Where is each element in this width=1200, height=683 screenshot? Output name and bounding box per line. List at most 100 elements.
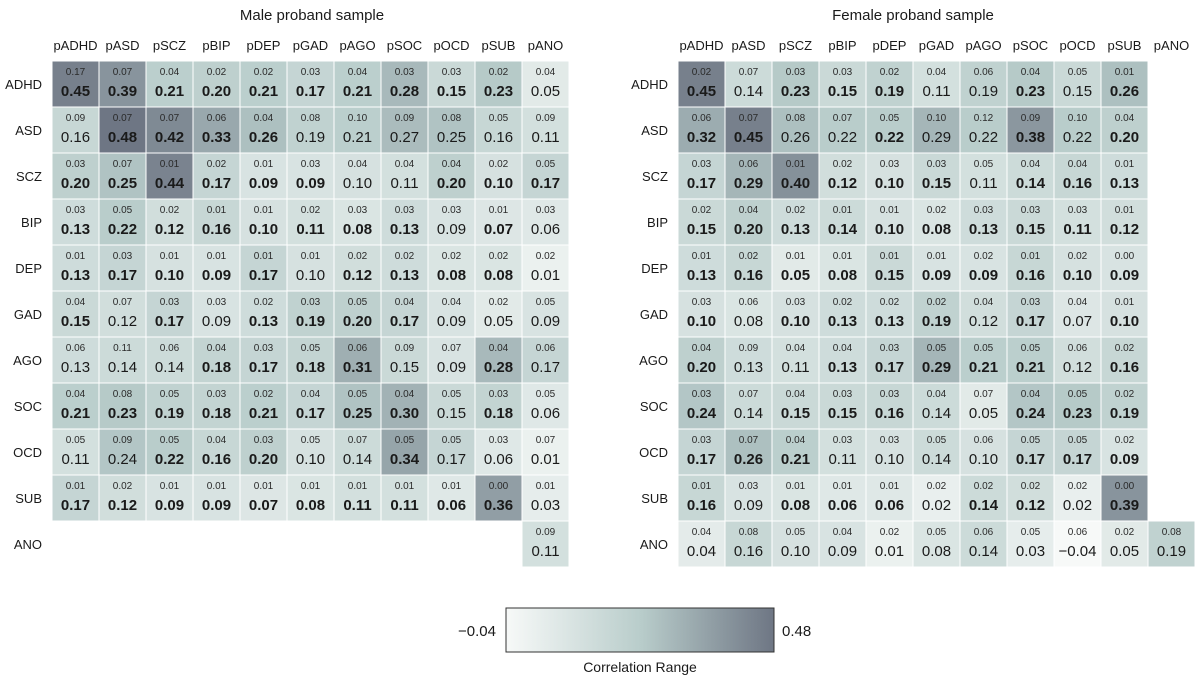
cell-fill bbox=[381, 107, 428, 153]
cell-standard-error: 0.01 bbox=[160, 159, 180, 170]
cell-fill bbox=[475, 429, 522, 475]
cell-standard-error: 0.04 bbox=[66, 389, 86, 400]
heatmap-cell: 0.02 0.19 bbox=[1101, 383, 1148, 429]
cell-fill bbox=[1148, 521, 1195, 567]
cell-standard-error: 0.03 bbox=[301, 159, 321, 170]
heatmap-cell: 0.07 0.42 bbox=[146, 107, 193, 153]
cell-fill bbox=[99, 337, 146, 383]
heatmap-cell: 0.03 0.10 bbox=[772, 291, 819, 337]
cell-estimate: 0.24 bbox=[108, 451, 137, 468]
cell-estimate: 0.19 bbox=[1157, 543, 1186, 560]
cell-fill bbox=[287, 107, 334, 153]
column-label: pADHD bbox=[679, 38, 723, 53]
heatmap-cell: 0.02 0.20 bbox=[193, 61, 240, 107]
heatmap-cell: 0.02 0.09 bbox=[960, 245, 1007, 291]
cell-estimate: 0.17 bbox=[108, 267, 137, 284]
cell-standard-error: 0.07 bbox=[160, 113, 180, 124]
cell-standard-error: 0.02 bbox=[1115, 435, 1135, 446]
cell-standard-error: 0.04 bbox=[786, 435, 806, 446]
heatmap-cell: 0.01 0.15 bbox=[866, 245, 913, 291]
cell-fill bbox=[1054, 153, 1101, 199]
cell-estimate: 0.13 bbox=[828, 313, 857, 330]
cell-estimate: 0.29 bbox=[922, 359, 951, 376]
cell-standard-error: 0.05 bbox=[1021, 527, 1041, 538]
cell-estimate: 0.11 bbox=[390, 175, 418, 192]
cell-standard-error: 0.06 bbox=[739, 159, 759, 170]
cell-standard-error: 0.04 bbox=[786, 343, 806, 354]
cell-fill bbox=[866, 245, 913, 291]
cell-standard-error: 0.02 bbox=[974, 251, 994, 262]
cell-standard-error: 0.05 bbox=[786, 527, 806, 538]
cell-fill bbox=[1054, 383, 1101, 429]
cell-fill bbox=[52, 153, 99, 199]
cell-estimate: 0.06 bbox=[531, 405, 560, 422]
cell-estimate: 0.26 bbox=[781, 129, 810, 146]
cell-standard-error: 0.03 bbox=[301, 67, 321, 78]
color-legend: −0.04 0.48 Correlation Range bbox=[458, 607, 811, 675]
heatmap-cell: 0.09 0.16 bbox=[52, 107, 99, 153]
cell-estimate: 0.11 bbox=[343, 497, 371, 514]
heatmap-cell: 0.06 0.33 bbox=[193, 107, 240, 153]
column-label: pSCZ bbox=[779, 38, 812, 53]
cell-standard-error: 0.00 bbox=[489, 481, 509, 492]
cell-estimate: 0.15 bbox=[1063, 83, 1092, 100]
heatmap-cell: 0.04 0.24 bbox=[1007, 383, 1054, 429]
cell-standard-error: 0.01 bbox=[880, 205, 900, 216]
cell-standard-error: 0.01 bbox=[880, 251, 900, 262]
row-label: AGO bbox=[639, 353, 668, 368]
heatmap-cell: 0.01 0.16 bbox=[678, 475, 725, 521]
cell-estimate: 0.09 bbox=[155, 497, 184, 514]
cell-standard-error: 0.04 bbox=[1021, 159, 1041, 170]
heatmap-cell: 0.05 0.03 bbox=[1007, 521, 1054, 567]
cell-fill bbox=[522, 291, 569, 337]
cell-standard-error: 0.07 bbox=[536, 435, 556, 446]
cell-fill bbox=[866, 199, 913, 245]
cell-estimate: 0.11 bbox=[781, 359, 809, 376]
cell-standard-error: 0.05 bbox=[927, 343, 947, 354]
heatmap-cell: 0.02 0.13 bbox=[819, 291, 866, 337]
cell-standard-error: 0.03 bbox=[207, 389, 227, 400]
cell-fill bbox=[287, 199, 334, 245]
cell-estimate: 0.14 bbox=[922, 451, 951, 468]
cell-fill bbox=[475, 61, 522, 107]
heatmap-cell: 0.01 0.13 bbox=[1101, 153, 1148, 199]
cell-estimate: 0.10 bbox=[484, 175, 513, 192]
cell-standard-error: 0.04 bbox=[442, 159, 462, 170]
heatmap-cell: 0.03 0.16 bbox=[866, 383, 913, 429]
cell-fill bbox=[146, 153, 193, 199]
cell-fill bbox=[1007, 199, 1054, 245]
heatmap-cell: 0.04 0.15 bbox=[772, 383, 819, 429]
heatmap-cell: 0.09 0.13 bbox=[725, 337, 772, 383]
heatmap-cell: 0.02 0.13 bbox=[772, 199, 819, 245]
cell-standard-error: 0.10 bbox=[348, 113, 368, 124]
heatmap-cell: 0.01 0.40 bbox=[772, 153, 819, 199]
cell-fill bbox=[428, 153, 475, 199]
cell-fill bbox=[1054, 199, 1101, 245]
cell-fill bbox=[960, 475, 1007, 521]
cell-standard-error: 0.04 bbox=[395, 389, 415, 400]
cell-estimate: 0.13 bbox=[61, 221, 90, 238]
cell-standard-error: 0.05 bbox=[1021, 435, 1041, 446]
heatmap-cell: 0.03 0.15 bbox=[819, 383, 866, 429]
cell-estimate: 0.20 bbox=[734, 221, 763, 238]
heatmap-cell: 0.03 0.10 bbox=[866, 153, 913, 199]
cell-estimate: 0.14 bbox=[1016, 175, 1046, 192]
cell-fill bbox=[1101, 245, 1148, 291]
cell-standard-error: 0.05 bbox=[1068, 435, 1088, 446]
cell-standard-error: 0.02 bbox=[489, 159, 509, 170]
cell-fill bbox=[913, 475, 960, 521]
cell-fill bbox=[1054, 107, 1101, 153]
cell-fill bbox=[146, 291, 193, 337]
cell-standard-error: 0.11 bbox=[113, 343, 132, 354]
cell-standard-error: 0.06 bbox=[974, 67, 994, 78]
heatmap-cell: 0.04 0.14 bbox=[1007, 153, 1054, 199]
cell-fill bbox=[725, 521, 772, 567]
cell-fill bbox=[99, 429, 146, 475]
cell-estimate: 0.14 bbox=[108, 359, 137, 376]
cell-estimate: 0.31 bbox=[343, 359, 372, 376]
cell-fill bbox=[960, 383, 1007, 429]
cell-standard-error: 0.04 bbox=[692, 343, 712, 354]
cell-estimate: 0.10 bbox=[296, 267, 325, 284]
cell-estimate: 0.14 bbox=[969, 543, 998, 560]
cell-estimate: 0.13 bbox=[390, 221, 419, 238]
